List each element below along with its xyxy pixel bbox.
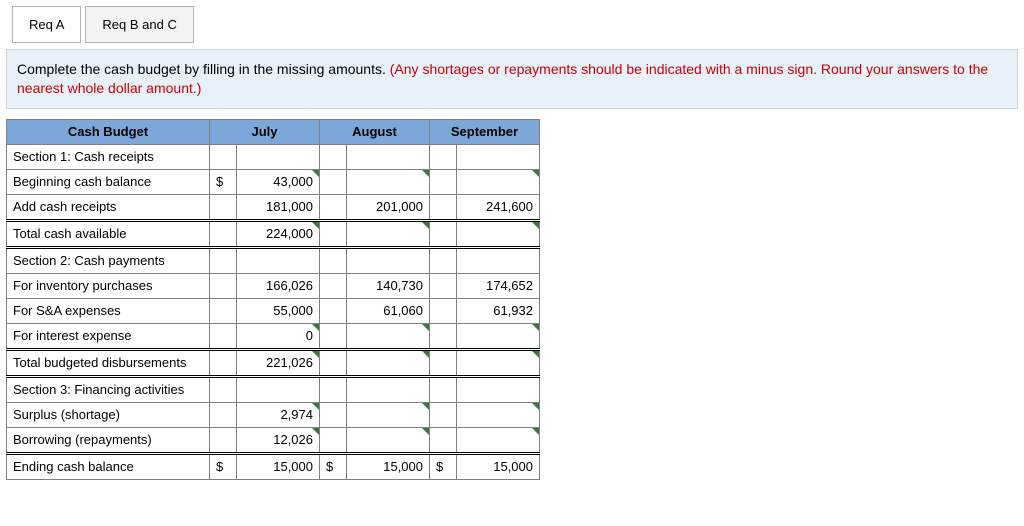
input-aug-begbal[interactable] xyxy=(347,169,430,194)
cell-jul-addrec: 181,000 xyxy=(237,194,320,220)
cell-aug-inv: 140,730 xyxy=(347,273,430,298)
col-august: August xyxy=(320,119,430,144)
table-title: Cash Budget xyxy=(7,119,210,144)
cur-jul-begbal: $ xyxy=(210,169,237,194)
label-ending-balance: Ending cash balance xyxy=(7,453,210,479)
input-jul-int[interactable]: 0 xyxy=(237,323,320,349)
label-section-2: Section 2: Cash payments xyxy=(7,247,210,273)
input-jul-borr[interactable]: 12,026 xyxy=(237,427,320,453)
row-section-2: Section 2: Cash payments xyxy=(7,247,540,273)
cell-aug-addrec: 201,000 xyxy=(347,194,430,220)
label-sa: For S&A expenses xyxy=(7,298,210,323)
instruction-text: Complete the cash budget by filling in t… xyxy=(17,61,390,77)
row-add-receipts: Add cash receipts 181,000 201,000 241,60… xyxy=(7,194,540,220)
col-july: July xyxy=(210,119,320,144)
input-sep-int[interactable] xyxy=(457,323,540,349)
row-ending-balance: Ending cash balance $ 15,000 $ 15,000 $ … xyxy=(7,453,540,479)
row-beginning-balance: Beginning cash balance $ 43,000 xyxy=(7,169,540,194)
label-inventory: For inventory purchases xyxy=(7,273,210,298)
row-interest: For interest expense 0 xyxy=(7,323,540,349)
row-sa: For S&A expenses 55,000 61,060 61,932 xyxy=(7,298,540,323)
input-jul-begbal[interactable]: 43,000 xyxy=(237,169,320,194)
label-total-available: Total cash available xyxy=(7,220,210,247)
input-sep-borr[interactable] xyxy=(457,427,540,453)
label-add-receipts: Add cash receipts xyxy=(7,194,210,220)
input-sep-totdisb[interactable] xyxy=(457,349,540,376)
input-sep-surp[interactable] xyxy=(457,402,540,427)
input-aug-totdisb[interactable] xyxy=(347,349,430,376)
label-surplus: Surplus (shortage) xyxy=(7,402,210,427)
input-sep-begbal[interactable] xyxy=(457,169,540,194)
cell-sep-sa: 61,932 xyxy=(457,298,540,323)
cell-jul-end: 15,000 xyxy=(237,453,320,479)
cell-aug-end: 15,000 xyxy=(347,453,430,479)
row-section-3: Section 3: Financing activities xyxy=(7,376,540,402)
instruction-banner: Complete the cash budget by filling in t… xyxy=(6,49,1018,109)
cell-jul-sa: 55,000 xyxy=(237,298,320,323)
label-total-disb: Total budgeted disbursements xyxy=(7,349,210,376)
row-inventory: For inventory purchases 166,026 140,730 … xyxy=(7,273,540,298)
label-beginning-balance: Beginning cash balance xyxy=(7,169,210,194)
tab-req-b-and-c[interactable]: Req B and C xyxy=(85,6,193,43)
row-surplus: Surplus (shortage) 2,974 xyxy=(7,402,540,427)
cell-aug-sa: 61,060 xyxy=(347,298,430,323)
table-header-row: Cash Budget July August September xyxy=(7,119,540,144)
row-total-disbursements: Total budgeted disbursements 221,026 xyxy=(7,349,540,376)
cash-budget-table: Cash Budget July August September Sectio… xyxy=(6,119,540,480)
input-sep-totavail[interactable] xyxy=(457,220,540,247)
tab-req-a[interactable]: Req A xyxy=(12,6,81,43)
cur-sep-end: $ xyxy=(430,453,457,479)
cur-aug-end: $ xyxy=(320,453,347,479)
cell-sep-inv: 174,652 xyxy=(457,273,540,298)
input-jul-totavail[interactable]: 224,000 xyxy=(237,220,320,247)
cur-jul-end: $ xyxy=(210,453,237,479)
input-aug-int[interactable] xyxy=(347,323,430,349)
label-borrowing: Borrowing (repayments) xyxy=(7,427,210,453)
input-aug-surp[interactable] xyxy=(347,402,430,427)
label-section-1: Section 1: Cash receipts xyxy=(7,144,210,169)
row-total-available: Total cash available 224,000 xyxy=(7,220,540,247)
row-borrowing: Borrowing (repayments) 12,026 xyxy=(7,427,540,453)
input-jul-totdisb[interactable]: 221,026 xyxy=(237,349,320,376)
cell-jul-inv: 166,026 xyxy=(237,273,320,298)
row-section-1: Section 1: Cash receipts xyxy=(7,144,540,169)
cell-sep-end: 15,000 xyxy=(457,453,540,479)
input-aug-borr[interactable] xyxy=(347,427,430,453)
input-jul-surp[interactable]: 2,974 xyxy=(237,402,320,427)
label-interest: For interest expense xyxy=(7,323,210,349)
col-september: September xyxy=(430,119,540,144)
label-section-3: Section 3: Financing activities xyxy=(7,376,210,402)
input-aug-totavail[interactable] xyxy=(347,220,430,247)
cell-sep-addrec: 241,600 xyxy=(457,194,540,220)
tab-bar: Req A Req B and C xyxy=(12,6,1018,43)
